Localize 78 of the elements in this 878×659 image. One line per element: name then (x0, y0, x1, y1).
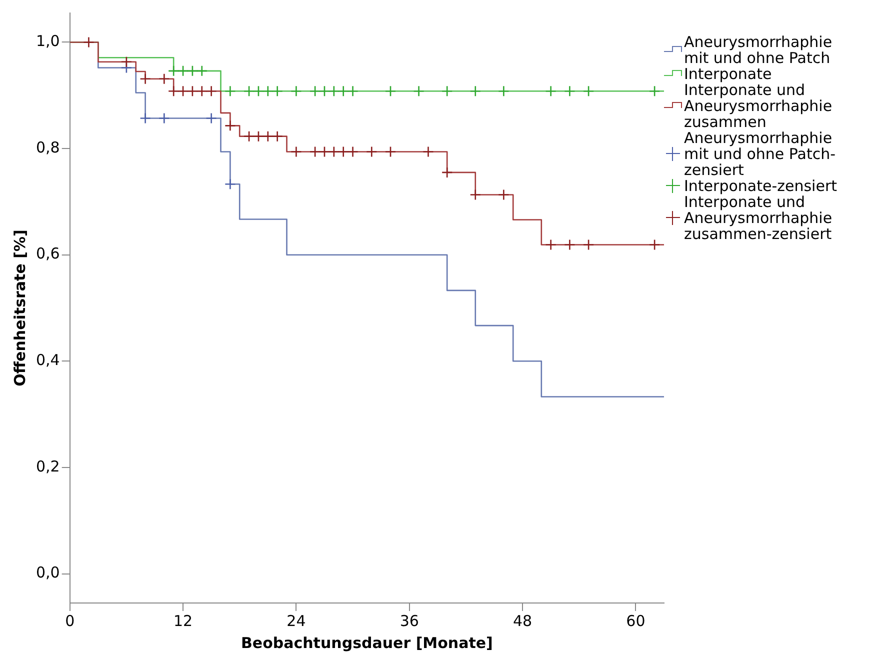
point (272, 130, 283, 142)
point (328, 146, 340, 158)
point (347, 85, 358, 97)
point (582, 239, 594, 250)
point (347, 146, 358, 158)
point (158, 112, 170, 124)
point (441, 85, 453, 97)
point (196, 65, 208, 77)
point (338, 146, 349, 158)
point (422, 146, 434, 158)
point (243, 130, 255, 142)
point (470, 85, 482, 97)
point (290, 146, 302, 158)
point (290, 85, 302, 97)
x-tick-label: 60 (626, 612, 646, 630)
y-tick-label: 1,0 (36, 32, 60, 50)
point (545, 239, 556, 250)
point (262, 130, 274, 142)
point (366, 146, 378, 158)
point (648, 85, 660, 97)
point (384, 85, 396, 97)
point (648, 239, 660, 250)
point (338, 85, 349, 97)
point (564, 85, 576, 97)
point (224, 85, 236, 97)
y-tick-label: 0,2 (36, 457, 60, 476)
point (140, 73, 151, 85)
point (224, 120, 236, 132)
x-tick-label: 12 (173, 612, 193, 630)
x-tick-label: 24 (286, 612, 306, 630)
point (186, 85, 198, 97)
legend-label: Interponate und Aneurysmorrhaphie zusammen (684, 81, 834, 131)
point (177, 65, 189, 77)
point (83, 36, 94, 48)
point (168, 85, 180, 97)
legend-label: Aneurysmorrhaphie mit und ohne Patch (684, 33, 834, 67)
point (252, 130, 264, 142)
x-tick-label: 48 (512, 612, 532, 630)
x-tick-label: 0 (65, 612, 75, 630)
point (252, 85, 264, 97)
point (328, 85, 340, 97)
point (318, 146, 330, 158)
point (384, 146, 396, 158)
point (186, 65, 198, 77)
y-tick-label: 0,6 (36, 244, 60, 263)
point (224, 178, 236, 190)
point (564, 239, 576, 250)
y-axis-title: Offenheitsrate [%] (10, 230, 29, 386)
point (158, 73, 170, 85)
x-axis-title: Beobachtungsdauer [Monate] (240, 634, 493, 652)
point (498, 189, 510, 200)
point (545, 85, 556, 97)
legend-label: Interponate (684, 65, 773, 83)
legend-label: Aneurysmorrhaphie mit und ohne Patch-zensiert (684, 129, 837, 179)
legend-label: Interponate und Aneurysmorrhaphie zusammen-zensiert (684, 193, 832, 243)
x-tick-label: 36 (400, 612, 419, 630)
point (177, 85, 189, 97)
point (413, 85, 424, 97)
y-tick-label: 0,8 (36, 138, 60, 156)
y-tick-label: 0,0 (36, 564, 60, 582)
point (309, 85, 321, 97)
legend-label: Interponate-zensiert (684, 177, 838, 195)
point (470, 189, 482, 200)
point (120, 56, 132, 68)
point (272, 85, 283, 97)
point (318, 85, 330, 97)
y-tick-label: 0,4 (36, 351, 60, 370)
point (140, 112, 151, 124)
point (498, 85, 510, 97)
point (262, 85, 274, 97)
point (441, 166, 453, 178)
point (206, 85, 217, 97)
point (243, 85, 255, 97)
point (206, 112, 217, 124)
point (168, 65, 180, 77)
point (309, 146, 321, 158)
point (582, 85, 594, 97)
point (196, 85, 208, 97)
